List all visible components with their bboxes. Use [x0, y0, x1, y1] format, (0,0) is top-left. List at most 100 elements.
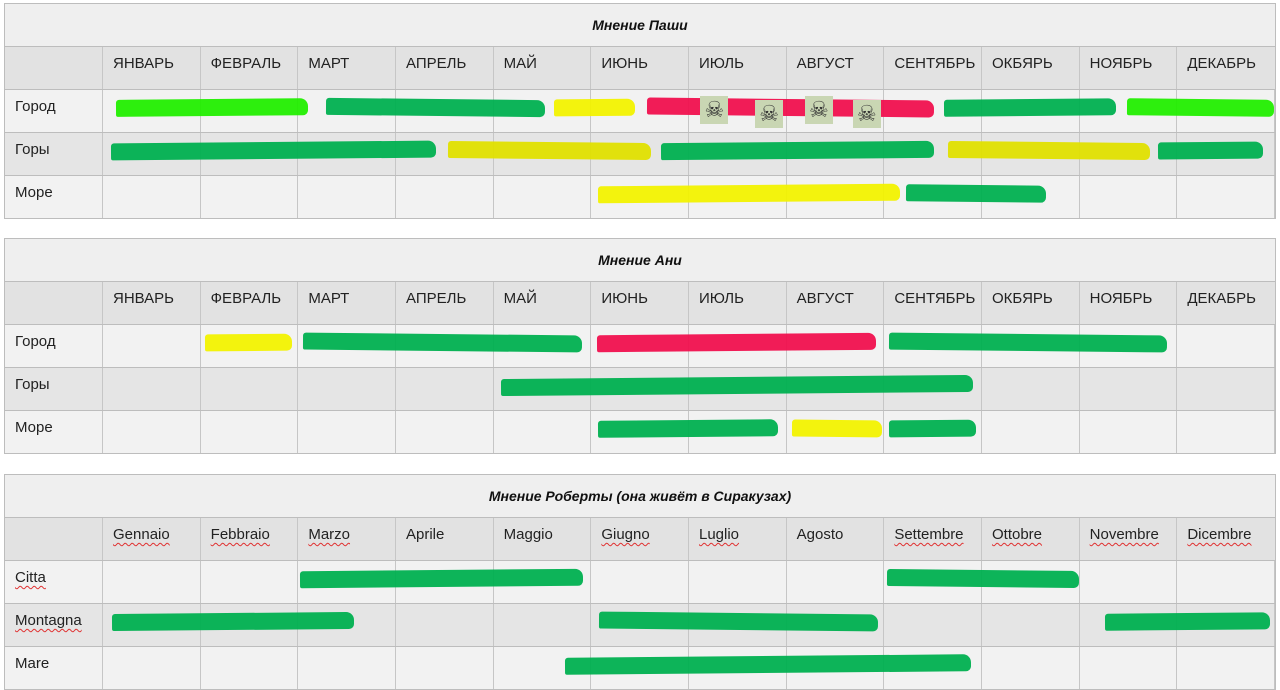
month-cell [201, 604, 299, 646]
month-cell [201, 176, 299, 218]
month-cell [494, 368, 592, 410]
month-label: ИЮЛЬ [698, 55, 744, 72]
table-row: Montagna [5, 604, 1275, 647]
month-cell [787, 647, 885, 689]
table-row: Mare [5, 647, 1275, 689]
month-cell [494, 90, 592, 132]
month-cell [201, 647, 299, 689]
month-cell [298, 368, 396, 410]
month-label: Febbraio [210, 526, 270, 543]
month-header: АВГУСТ [787, 282, 885, 324]
month-label: ОКБЯРЬ [991, 55, 1053, 72]
month-header: Giugno [591, 518, 689, 560]
month-cell [1177, 133, 1275, 175]
month-cell [982, 561, 1080, 603]
month-cell [1177, 647, 1275, 689]
month-cell [787, 133, 885, 175]
month-header: МАЙ [494, 47, 592, 89]
month-cell [591, 604, 689, 646]
month-cell [103, 90, 201, 132]
month-cell [884, 368, 982, 410]
month-cell [1080, 604, 1178, 646]
month-header: ЯНВАРЬ [103, 282, 201, 324]
month-cell [591, 647, 689, 689]
month-cell [298, 133, 396, 175]
month-cell [884, 176, 982, 218]
month-cell [103, 325, 201, 367]
month-label: ИЮНЬ [601, 55, 648, 72]
month-cell [396, 647, 494, 689]
row-label-cell: Mare [5, 647, 103, 689]
month-cell [884, 90, 982, 132]
month-header: АПРЕЛЬ [396, 47, 494, 89]
row-label-cell: Море [5, 411, 103, 453]
header-row: Gennaio Febbraio Marzo Aprile Maggio Giugno Lu… [5, 518, 1275, 561]
month-header: Febbraio [201, 518, 299, 560]
month-cell [689, 133, 787, 175]
month-cell [298, 176, 396, 218]
header-corner-cell [5, 282, 103, 324]
month-header: НОЯБРЬ [1080, 282, 1178, 324]
month-cell [298, 604, 396, 646]
month-label: МАЙ [503, 290, 537, 307]
month-cell [494, 647, 592, 689]
month-label: Marzo [308, 526, 351, 543]
row-label: Город [15, 333, 56, 350]
month-cell [1080, 90, 1178, 132]
month-cell [591, 325, 689, 367]
row-label: Citta [15, 569, 46, 586]
month-cell [298, 561, 396, 603]
month-label: НОЯБРЬ [1089, 55, 1153, 72]
row-label: Горы [15, 141, 50, 158]
month-cell [689, 604, 787, 646]
month-label: Maggio [503, 526, 553, 543]
month-label: ФЕВРАЛЬ [210, 55, 282, 72]
month-cell [1080, 647, 1178, 689]
month-cell [396, 411, 494, 453]
month-label: Agosto [796, 526, 844, 543]
row-label: Море [15, 419, 53, 436]
month-label: СЕНТЯБРЬ [894, 55, 976, 72]
month-cell [884, 325, 982, 367]
month-cell [689, 561, 787, 603]
month-label: АВГУСТ [796, 55, 854, 72]
month-header: Maggio [494, 518, 592, 560]
month-header: ИЮНЬ [591, 47, 689, 89]
month-cell [591, 176, 689, 218]
month-cell [982, 411, 1080, 453]
row-label-cell: Горы [5, 133, 103, 175]
month-cell [201, 561, 299, 603]
month-header: АВГУСТ [787, 47, 885, 89]
month-cell [787, 368, 885, 410]
month-cell [201, 411, 299, 453]
month-cell [396, 561, 494, 603]
month-label: ДЕКАБРЬ [1187, 55, 1256, 72]
month-cell [982, 368, 1080, 410]
month-cell [1080, 411, 1178, 453]
month-label: АПРЕЛЬ [405, 55, 467, 72]
row-label-cell: Montagna [5, 604, 103, 646]
table-row: Море [5, 176, 1275, 218]
month-cell [201, 133, 299, 175]
header-row: ЯНВАРЬ ФЕВРАЛЬ МАРТ АПРЕЛЬ МАЙ ИЮНЬ ИЮЛЬ АВГУСТ… [5, 282, 1275, 325]
month-cell [201, 325, 299, 367]
month-header: ДЕКАБРЬ [1177, 47, 1275, 89]
month-cell [103, 133, 201, 175]
month-header: ОКБЯРЬ [982, 282, 1080, 324]
row-label-cell: Citta [5, 561, 103, 603]
month-label: МАРТ [308, 55, 350, 72]
table-row: Горы [5, 368, 1275, 411]
month-label: МАЙ [503, 55, 537, 72]
month-cell [494, 176, 592, 218]
table-row: Море [5, 411, 1275, 453]
month-cell [689, 176, 787, 218]
month-cell [1080, 176, 1178, 218]
month-header: СЕНТЯБРЬ [884, 47, 982, 89]
month-cell [103, 176, 201, 218]
table-row: Город [5, 325, 1275, 368]
month-label: ИЮЛЬ [698, 290, 744, 307]
month-cell [1177, 368, 1275, 410]
month-cell [1177, 176, 1275, 218]
month-header: МАЙ [494, 282, 592, 324]
row-label: Montagna [15, 612, 82, 629]
